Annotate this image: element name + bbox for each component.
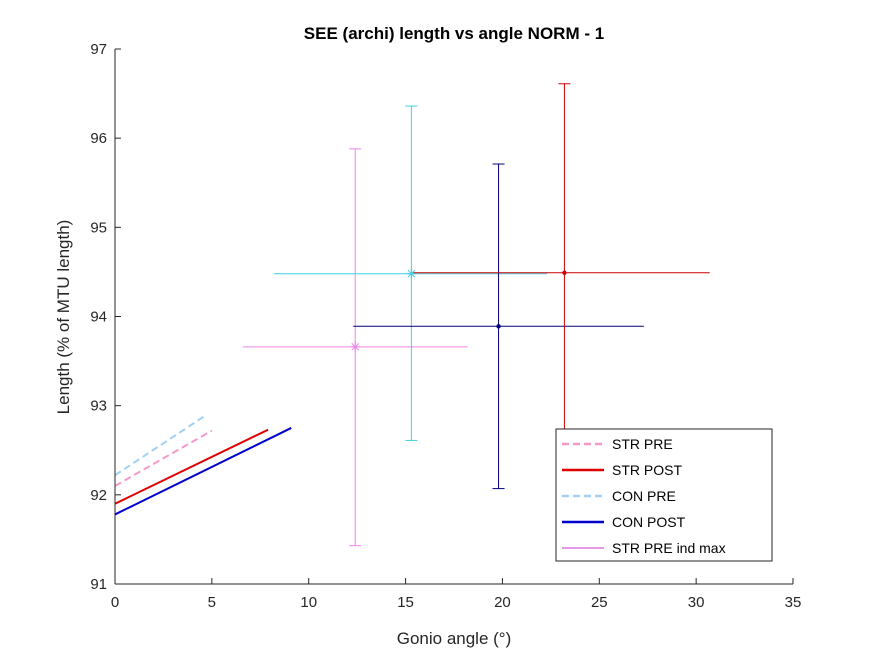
x-tick-label: 25 bbox=[591, 594, 608, 611]
x-tick-label: 0 bbox=[111, 594, 119, 611]
y-tick-label: 96 bbox=[90, 130, 107, 147]
x-tick-label: 30 bbox=[688, 594, 705, 611]
series-line-1 bbox=[114, 428, 269, 505]
legend: STR PRE STR POST CON PRE CON POST STR PRE in… bbox=[555, 428, 773, 562]
x-tick-label: 20 bbox=[494, 594, 511, 611]
y-axis-label: Length (% of MTU length) bbox=[54, 220, 73, 415]
error-point-3 bbox=[413, 83, 710, 464]
series-line-2 bbox=[114, 415, 205, 477]
y-tick-label: 94 bbox=[90, 309, 107, 326]
y-tick-label: 93 bbox=[90, 398, 107, 415]
error-point-2 bbox=[353, 163, 644, 490]
legend-label: STR PRE ind max bbox=[612, 540, 726, 556]
y-tick-label: 95 bbox=[90, 219, 107, 236]
legend-label: CON PRE bbox=[612, 488, 676, 504]
legend-label: CON POST bbox=[612, 514, 686, 530]
legend-label: STR POST bbox=[612, 462, 682, 478]
error-point-0 bbox=[242, 148, 468, 547]
y-tick-label: 91 bbox=[90, 576, 107, 593]
chart-title: SEE (archi) length vs angle NORM - 1 bbox=[304, 24, 604, 43]
x-tick-label: 5 bbox=[208, 594, 216, 611]
legend-label: STR PRE bbox=[612, 436, 673, 452]
x-tick-label: 10 bbox=[300, 594, 317, 611]
axes: 0 5 10 15 20 25 30 35 91 92 93 94 95 96 97 bbox=[90, 41, 801, 611]
legend-box bbox=[555, 428, 773, 562]
x-tick-label: 15 bbox=[397, 594, 414, 611]
y-tick-label: 97 bbox=[90, 41, 107, 58]
y-tick-label: 92 bbox=[90, 487, 107, 504]
x-tick-label: 35 bbox=[785, 594, 802, 611]
star-marker-d2 bbox=[351, 342, 360, 351]
x-axis-label: Gonio angle (°) bbox=[397, 629, 512, 648]
dot-marker bbox=[562, 270, 567, 276]
plot-area bbox=[114, 83, 710, 547]
series-line-0 bbox=[114, 429, 213, 487]
star-marker-d2 bbox=[407, 269, 416, 278]
series-line-3 bbox=[114, 427, 292, 516]
error-point-1 bbox=[273, 105, 547, 441]
dot-marker bbox=[496, 324, 501, 329]
